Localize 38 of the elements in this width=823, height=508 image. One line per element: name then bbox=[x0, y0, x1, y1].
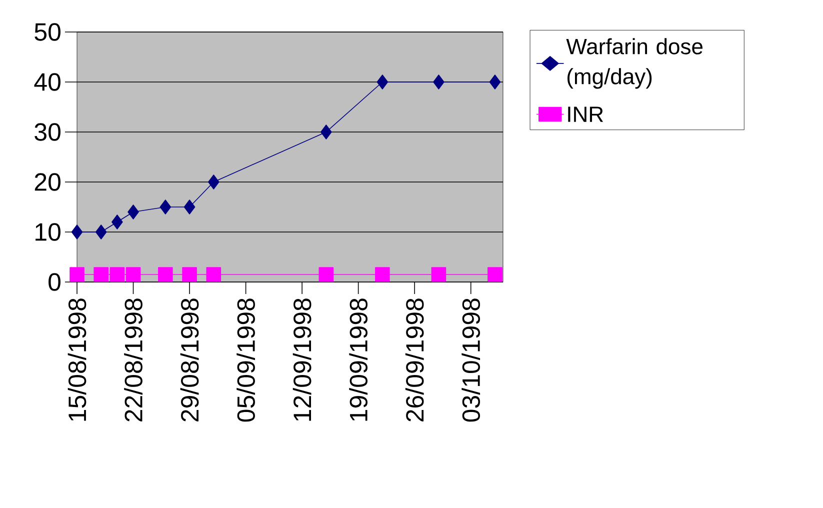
x-tick-label: 15/08/1998 bbox=[68, 298, 86, 421]
legend-label: INR bbox=[568, 106, 604, 122]
point bbox=[70, 267, 84, 282]
y-tick-label: 10 bbox=[36, 223, 60, 241]
point bbox=[489, 74, 501, 90]
y-tick-label: 40 bbox=[34, 73, 60, 91]
x-tick-label: 05/09/1998 bbox=[236, 298, 255, 422]
x-tick-label: 29/08/1998 bbox=[180, 298, 199, 422]
point bbox=[112, 214, 123, 230]
point bbox=[160, 200, 172, 214]
x-tick-label: 12/09/1998 bbox=[292, 298, 312, 421]
x-tick-label: 19/09/1998 bbox=[349, 298, 368, 421]
point bbox=[94, 267, 109, 282]
point bbox=[208, 174, 220, 190]
y-tick-label: 50 bbox=[34, 23, 60, 41]
x-tick-label: 03/10/1998 bbox=[462, 298, 480, 422]
point bbox=[158, 267, 173, 282]
point bbox=[95, 224, 107, 240]
point bbox=[433, 74, 444, 90]
point bbox=[126, 267, 141, 282]
point bbox=[128, 204, 139, 220]
legend-label: Warfarin dose (mg/day) bbox=[566, 38, 703, 89]
point bbox=[206, 267, 222, 282]
point bbox=[318, 267, 334, 282]
point bbox=[431, 267, 446, 282]
point bbox=[375, 267, 390, 282]
y-tick-label: 30 bbox=[34, 123, 60, 141]
point bbox=[320, 124, 332, 140]
x-tick-label: 26/09/1998 bbox=[405, 298, 424, 422]
point bbox=[182, 267, 197, 282]
x-tick-label: 22/08/1998 bbox=[124, 298, 142, 422]
y-tick-label: 0 bbox=[48, 273, 60, 291]
point bbox=[184, 200, 196, 214]
point bbox=[110, 267, 125, 282]
point bbox=[71, 224, 83, 240]
point bbox=[376, 74, 388, 90]
point bbox=[488, 267, 502, 282]
y-tick-label: 20 bbox=[34, 173, 60, 191]
